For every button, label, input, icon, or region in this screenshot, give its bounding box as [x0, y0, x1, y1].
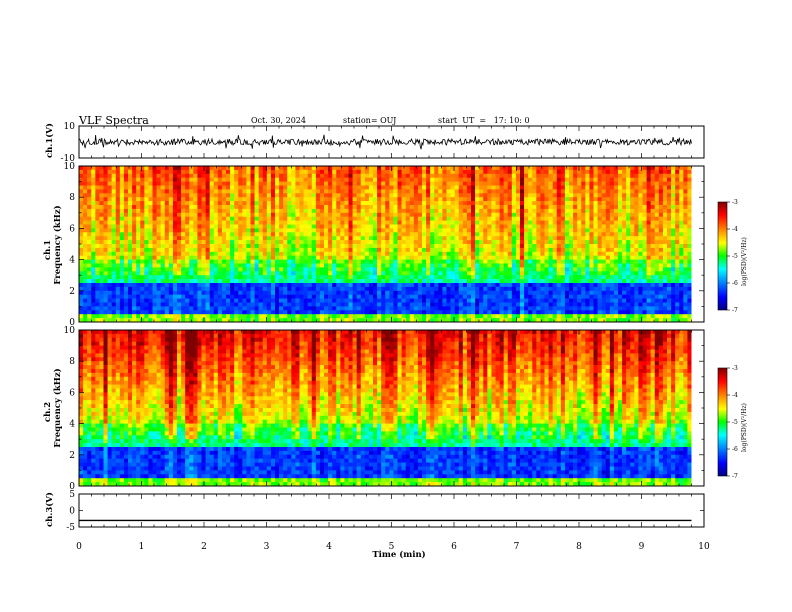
- ch1-spec-ylabel-bottom: Frequency (kHz): [52, 205, 63, 284]
- s2-y-tick-label: 4: [69, 420, 75, 430]
- colorbar-ticks: -3 -4 -5 -6 -7 -3 -4 -5 -6 -7: [727, 199, 738, 480]
- ch1-spectrogram: [79, 166, 704, 323]
- colorbar-1-tick-label: -6: [732, 280, 738, 287]
- ch1-y-tick-label: 10: [64, 122, 76, 132]
- ch2-spec-ylabel-bottom: Frequency (kHz): [52, 368, 63, 447]
- date-label: Oct. 30, 2024: [251, 116, 306, 125]
- s2-y-tick-label: 10: [64, 326, 76, 336]
- colorbar-2-tick-label: -5: [732, 419, 738, 426]
- x-tick-label: 8: [576, 542, 582, 552]
- colorbar-2-tick-label: -4: [732, 392, 738, 399]
- ch3-y-tick-label: 5: [69, 490, 75, 500]
- colorbar-2-tick-label: -7: [732, 473, 738, 480]
- x-tick-label: 0: [76, 542, 82, 552]
- s2-y-tick-label: 8: [69, 357, 75, 367]
- colorbar-1: [717, 201, 728, 311]
- ch1-wave-ylabel: ch.1(V): [44, 123, 55, 158]
- colorbar-2-tick-label: -3: [732, 365, 738, 372]
- x-tick-label: 1: [139, 542, 145, 552]
- ch2-spectrogram: [79, 330, 704, 487]
- colorbar-1-label: log(PSD)(V²/Hz): [741, 237, 748, 286]
- x-tick-label: 9: [639, 542, 645, 552]
- x-axis-label: Time (min): [372, 549, 425, 560]
- ch3-y-tick-label: 0: [69, 507, 75, 517]
- s1-y-tick-label: 4: [69, 256, 75, 266]
- colorbar-1-tick-label: -4: [732, 226, 738, 233]
- x-tick-label: 10: [698, 542, 710, 552]
- s2-y-tick-label: 2: [69, 451, 75, 461]
- s1-y-tick-label: 8: [69, 193, 75, 203]
- ch2-spec-ylabel-top: ch.2: [43, 402, 53, 422]
- s1-y-tick-label: 10: [64, 162, 76, 172]
- ch1-trace: [79, 134, 692, 150]
- ch3-wave-ylabel: ch.3(V): [44, 492, 55, 527]
- x-tick-label: 6: [451, 542, 457, 552]
- s1-y-tick-label: 6: [69, 224, 75, 234]
- x-tick-label: 2: [201, 542, 207, 552]
- ch3-y-tick-label: -5: [66, 523, 75, 533]
- x-tick-label: 3: [264, 542, 270, 552]
- ch1-waveform: [79, 134, 692, 150]
- colorbar-2-label: log(PSD)(V²/Hz): [741, 403, 748, 452]
- ch1-spec-ylabel-top: ch.1: [43, 240, 53, 260]
- s1-y-tick-label: 0: [69, 318, 75, 328]
- station-label: station= OUJ: [343, 116, 397, 125]
- colorbar-2: [717, 367, 728, 477]
- x-tick-label: 4: [326, 542, 332, 552]
- ch1-y-tick-label: -10: [61, 154, 76, 164]
- colorbar-2-tick-label: -6: [732, 446, 738, 453]
- s2-y-tick-label: 6: [69, 388, 75, 398]
- s1-y-tick-label: 2: [69, 287, 75, 297]
- start-time-label: start UT = 17: 10: 0: [438, 116, 530, 125]
- x-tick-label: 5: [389, 542, 395, 552]
- s2-y-tick-label: 0: [69, 482, 75, 492]
- colorbar-1-tick-label: -7: [732, 307, 738, 314]
- chart-title: VLF Spectra: [79, 114, 149, 127]
- x-tick-label: 7: [514, 542, 520, 552]
- colorbar-1-tick-label: -3: [732, 199, 738, 206]
- colorbar-1-tick-label: -5: [732, 253, 738, 260]
